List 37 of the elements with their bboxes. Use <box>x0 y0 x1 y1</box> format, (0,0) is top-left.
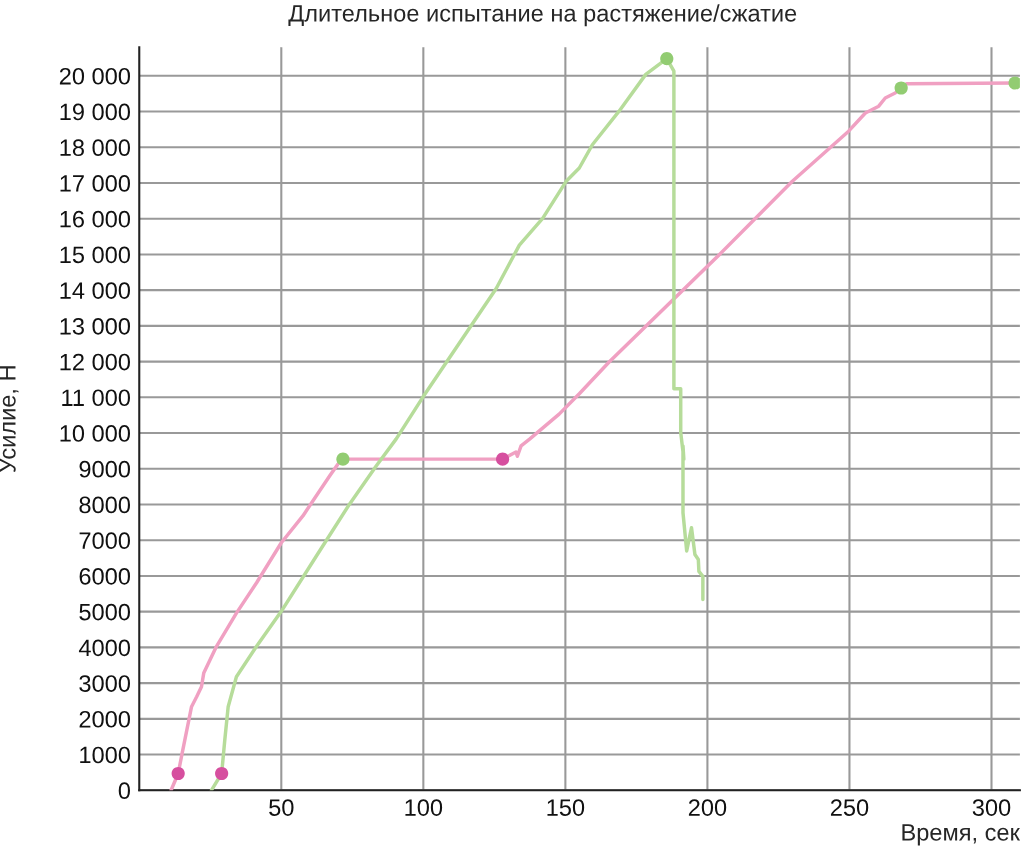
x-tick-label: 300 <box>972 799 1011 816</box>
point <box>215 766 229 781</box>
y-tick-label: 14 000 <box>60 282 131 299</box>
y-tick-label: 15 000 <box>60 246 131 264</box>
y-axis-title: Усилие, Н <box>0 366 19 473</box>
y-tick-label: 20 000 <box>59 67 131 85</box>
x-tick-label: 150 <box>547 799 585 816</box>
x-tick-label: 50 <box>269 799 294 816</box>
x-tick-label: 200 <box>688 799 727 816</box>
y-tick-label: 11 000 <box>62 389 131 407</box>
point <box>496 452 510 466</box>
y-tick-label: 7000 <box>79 532 131 550</box>
y-tick-label: 16 000 <box>60 210 131 228</box>
point <box>894 81 908 95</box>
y-tick-label: 8000 <box>79 496 131 514</box>
y-tick-label: 3000 <box>79 675 131 692</box>
y-tick-label: 0 <box>118 782 131 800</box>
x-tick-label: 250 <box>830 799 869 816</box>
y-tick-label: 4000 <box>78 639 131 657</box>
y-tick-label: 9000 <box>79 460 131 478</box>
y-tick-label: 17 000 <box>60 175 131 192</box>
x-tick-label: 100 <box>405 799 443 816</box>
y-tick-label: 18 000 <box>60 139 131 157</box>
y-tick-label: 19 000 <box>60 103 131 121</box>
point <box>660 52 674 66</box>
y-tick-label: 13 000 <box>60 317 131 335</box>
x-axis-title: Время, сек <box>902 824 1021 846</box>
point <box>1008 76 1020 90</box>
y-tick-label: 10 000 <box>60 425 131 442</box>
y-tick-label: 2000 <box>79 710 131 728</box>
y-tick-label: 1000 <box>80 746 131 764</box>
chart-title: Длительное испытание на растяжение/сжатие <box>288 4 797 27</box>
y-tick-label: 6000 <box>79 568 131 585</box>
point <box>171 766 185 781</box>
point <box>336 452 350 466</box>
y-tick-label: 12 000 <box>60 353 131 371</box>
y-tick-label: 5000 <box>79 603 131 621</box>
